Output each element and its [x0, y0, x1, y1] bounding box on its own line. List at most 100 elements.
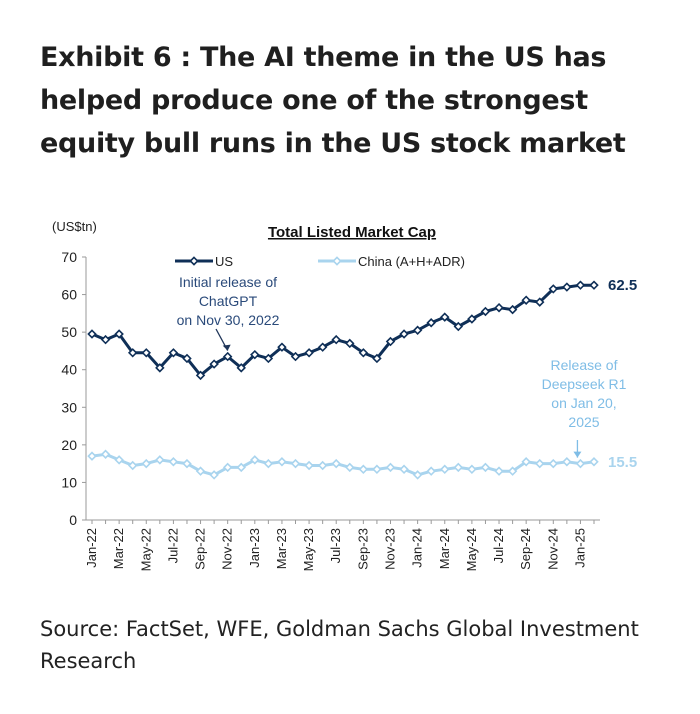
- data-point: [480, 306, 491, 317]
- data-point: [114, 329, 124, 339]
- annotation-text: Deepseek R1: [542, 376, 627, 392]
- market-cap-chart: Total Listed Market Cap (US$tn) US China …: [52, 219, 637, 571]
- data-point: [195, 370, 206, 381]
- y-tick-label: 60: [61, 287, 77, 303]
- data-point: [331, 458, 341, 469]
- data-point: [222, 351, 233, 362]
- data-point: [141, 348, 152, 358]
- data-point: [521, 295, 531, 305]
- x-tick-label: Jul-23: [328, 528, 343, 563]
- data-point: [589, 457, 599, 467]
- legend-label: US: [215, 254, 233, 269]
- x-tick-label: Mar-22: [111, 528, 126, 569]
- data-point: [277, 457, 287, 467]
- data-point: [521, 457, 531, 467]
- x-tick-label: Nov-23: [382, 528, 397, 570]
- x-tick-label: Jul-24: [491, 528, 506, 563]
- data-point: [127, 348, 138, 358]
- data-point: [290, 351, 301, 362]
- data-point: [87, 329, 97, 339]
- series-line: [91, 283, 594, 377]
- data-point: [155, 363, 165, 373]
- annotation-text: on Nov 30, 2022: [177, 312, 280, 328]
- data-point: [385, 336, 396, 347]
- annotation-chatgpt: Initial release of ChatGPT on Nov 30, 2022: [177, 274, 280, 351]
- legend-swatch-marker: [332, 256, 342, 266]
- data-point: [114, 455, 124, 465]
- data-point: [182, 458, 192, 469]
- data-point: [345, 338, 355, 349]
- data-point: [100, 334, 111, 345]
- data-point: [494, 302, 504, 313]
- y-tick-label: 70: [61, 249, 77, 265]
- data-point: [575, 280, 586, 290]
- x-tick-label: May-24: [464, 528, 479, 571]
- data-point: [250, 455, 260, 465]
- data-point: [440, 312, 450, 322]
- data-point: [155, 455, 165, 465]
- series-layer: 62.5 15.5: [87, 277, 637, 480]
- data-point: [358, 464, 369, 475]
- data-point: [507, 466, 518, 476]
- x-tick-label: Sep-23: [355, 528, 370, 570]
- data-point: [263, 458, 274, 469]
- data-point: [331, 334, 341, 345]
- x-tick-label: Jan-25: [572, 528, 587, 568]
- data-point: [399, 329, 409, 339]
- data-point: [399, 464, 409, 475]
- data-point: [304, 460, 314, 471]
- data-point: [141, 458, 152, 469]
- data-point: [453, 321, 464, 332]
- data-point: [277, 342, 287, 352]
- annotation-layer: Initial release of ChatGPT on Nov 30, 2022…: [177, 274, 627, 458]
- x-tick-label: Jan-22: [84, 528, 99, 568]
- data-point: [263, 353, 274, 364]
- annotation-text: ChatGPT: [199, 293, 258, 309]
- x-tick-label: Mar-24: [437, 528, 452, 569]
- x-tick-label: Sep-22: [193, 528, 208, 570]
- legend-label: China (A+H+ADR): [358, 254, 465, 269]
- x-tick-label: Nov-24: [545, 528, 560, 570]
- series-line: [91, 452, 595, 477]
- annotation-arrowhead: [573, 451, 582, 458]
- y-tick-label: 0: [69, 512, 77, 528]
- data-point: [209, 359, 219, 369]
- data-point: [548, 284, 559, 294]
- legend-swatch-marker: [189, 256, 199, 266]
- data-point: [467, 314, 477, 324]
- data-point: [385, 462, 396, 473]
- y-axis-unit-label: (US$tn): [52, 219, 97, 234]
- data-point: [548, 458, 559, 469]
- annotation-text: Release of: [551, 357, 618, 373]
- data-point: [317, 342, 328, 352]
- data-point: [412, 325, 423, 335]
- data-point: [168, 457, 179, 467]
- data-point: [480, 462, 491, 473]
- data-point: [195, 466, 206, 476]
- x-tick-label: Nov-22: [220, 528, 235, 570]
- data-point: [494, 466, 504, 476]
- data-point: [426, 318, 436, 328]
- data-point: [345, 462, 355, 473]
- x-tick-label: May-23: [301, 528, 316, 571]
- chart-title: Total Listed Market Cap: [268, 224, 436, 241]
- x-tick-label: Jul-22: [165, 528, 180, 563]
- x-tick-label: Jan-24: [410, 528, 425, 568]
- axes: 0 10 20 30 40 50 60 70 Jan-22 Mar-22 May-22 Jul-22 S…: [61, 249, 600, 571]
- y-tick-label: 20: [61, 437, 77, 453]
- end-value-label: 62.5: [608, 277, 637, 294]
- data-point: [168, 348, 179, 358]
- data-point: [467, 464, 477, 475]
- data-point: [562, 282, 572, 292]
- exhibit-title: Exhibit 6 : The AI theme in the US has h…: [40, 42, 626, 159]
- data-point: [317, 460, 328, 471]
- series-us: 62.5: [87, 277, 637, 381]
- data-point: [534, 458, 545, 469]
- data-point: [358, 348, 369, 358]
- data-point: [127, 460, 138, 471]
- data-point: [87, 451, 97, 461]
- data-point: [507, 304, 518, 315]
- series-china: 15.5: [87, 449, 637, 480]
- y-tick-label: 40: [61, 362, 77, 378]
- y-tick-label: 10: [61, 474, 77, 490]
